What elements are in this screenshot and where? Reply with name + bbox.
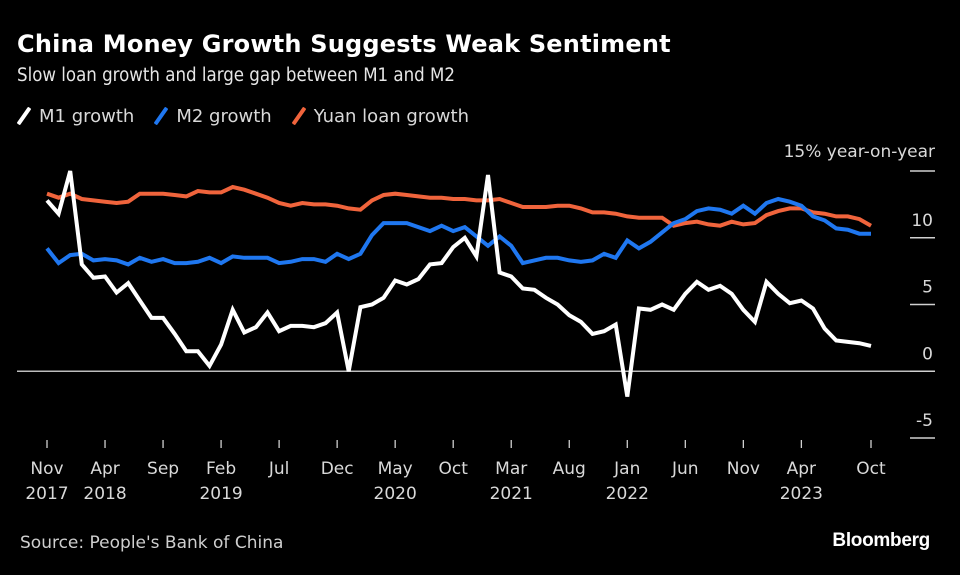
x-tick-label-year: 2023: [780, 484, 823, 504]
x-tick-label-month: Jan: [613, 459, 640, 479]
x-tick-label-month: Oct: [438, 459, 468, 479]
y-tick-label: 10: [911, 211, 933, 231]
source-note: Source: People's Bank of China: [20, 533, 284, 553]
x-tick-label-month: Sep: [147, 459, 179, 479]
y-tick-label: 0: [922, 344, 933, 364]
series-line-yuan-loan-growth: [46, 184, 872, 228]
x-tick-label-month: Oct: [856, 459, 886, 479]
legend-label-m1: M1 growth: [39, 105, 135, 127]
legend: M1 growth M2 growth Yuan loan growth: [17, 105, 469, 127]
x-tick-label-month: Aug: [553, 459, 586, 479]
y-tick-label: -5: [916, 411, 933, 431]
legend-item-m2: M2 growth: [154, 105, 271, 127]
x-tick-label-month: May: [378, 459, 413, 479]
y-axis-unit-label: 15% year-on-year: [784, 142, 935, 162]
legend-item-yuan-loan: Yuan loan growth: [292, 105, 469, 127]
series-line-m1-growth: [45, 170, 872, 397]
bloomberg-logo: Bloomberg: [832, 530, 930, 551]
chart-subtitle: Slow loan growth and large gap between M…: [17, 65, 455, 86]
legend-label-yuan-loan: Yuan loan growth: [313, 105, 469, 127]
legend-label-m2: M2 growth: [176, 105, 272, 127]
chart-title: China Money Growth Suggests Weak Sentime…: [17, 30, 671, 58]
x-tick-label-year: 2018: [83, 484, 126, 504]
series-line-m2-growth: [45, 196, 871, 267]
x-tick-label-month: Jun: [671, 459, 699, 479]
x-tick-label-year: 2022: [606, 484, 649, 504]
x-tick-label-month: Nov: [30, 459, 63, 479]
x-tick-label-year: 2017: [25, 484, 68, 504]
x-tick-label-month: Dec: [321, 459, 354, 479]
legend-item-m1: M1 growth: [17, 105, 134, 127]
x-tick-label-month: Feb: [206, 459, 236, 479]
x-tick-label-month: Apr: [787, 459, 816, 479]
y-tick-label: 5: [922, 278, 933, 298]
x-tick-label-year: 2021: [490, 484, 533, 504]
x-tick-label-year: 2019: [199, 484, 242, 504]
x-tick-label-month: Nov: [727, 459, 760, 479]
x-tick-label-year: 2020: [374, 484, 417, 504]
x-tick-label-month: Mar: [495, 459, 527, 479]
x-tick-label-month: Apr: [90, 459, 119, 479]
x-tick-label-month: Jul: [268, 459, 290, 479]
